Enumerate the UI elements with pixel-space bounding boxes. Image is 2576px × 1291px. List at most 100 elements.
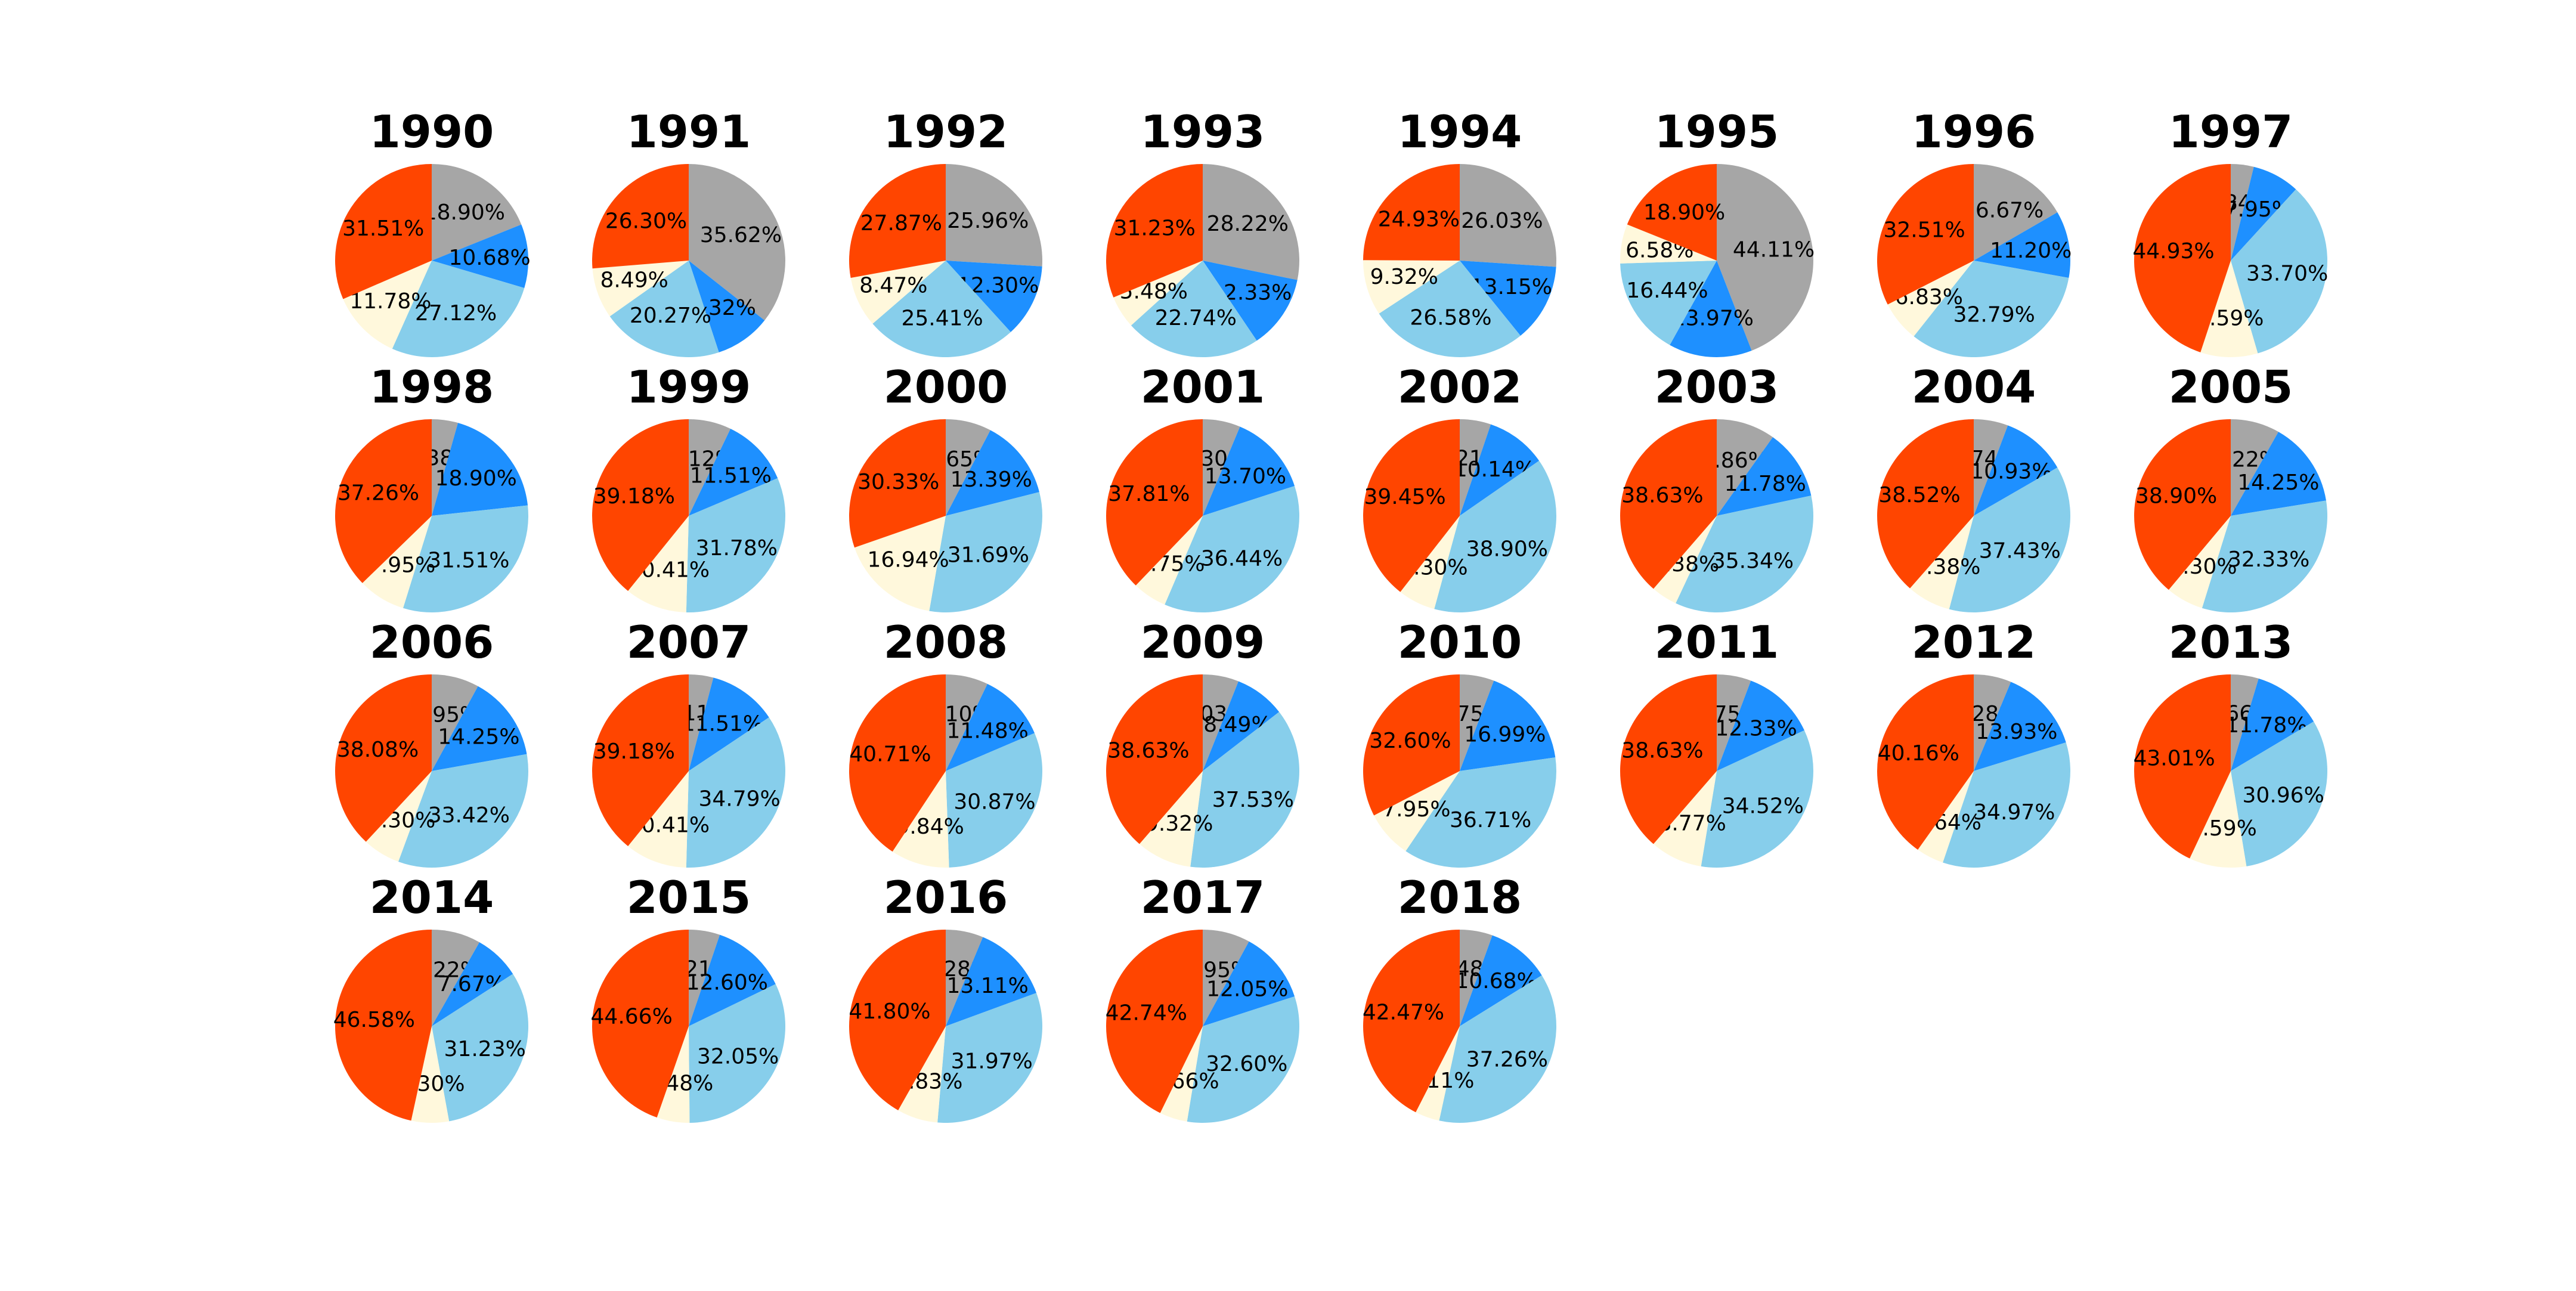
- wedge-percent-label: 13.93%: [1976, 720, 2057, 744]
- pie-wedge: [946, 930, 983, 1026]
- pie-wedge: [1914, 261, 2069, 357]
- pie-wedge: [1106, 164, 1203, 298]
- pie-1993: 28.22%12.33%22.74%5.48%31.23%1993: [1106, 106, 1300, 357]
- pie-title: 2008: [884, 616, 1008, 668]
- pie-wedge: [1887, 261, 1974, 336]
- pie-wedge: [1434, 460, 1557, 613]
- wedge-percent-label: 25.96%: [947, 209, 1029, 233]
- pie-wedge: [1620, 261, 1717, 345]
- pie-wedge: [1374, 771, 1460, 852]
- pie-wedge: [1974, 425, 2058, 516]
- pie-1998: 4.38%18.90%31.51%7.95%37.26%1998: [335, 361, 528, 612]
- pie-wedge: [946, 261, 1042, 332]
- wedge-percent-label: 37.26%: [338, 481, 419, 506]
- pie-wedge: [362, 516, 432, 608]
- pie-wedge: [1106, 674, 1203, 844]
- pie-1991: 35.62%9.32%20.27%8.49%26.30%1991: [592, 106, 785, 357]
- pie-wedge: [689, 164, 785, 321]
- pie-2005: 8.22%14.25%32.33%6.30%38.90%2005: [2134, 361, 2328, 613]
- pie-wedge: [366, 771, 432, 862]
- pie-2006: 7.95%14.25%33.42%6.30%38.08%2006: [335, 616, 528, 868]
- pie-wedge: [592, 674, 689, 846]
- pie-title: 2017: [1141, 871, 1265, 924]
- pie-wedge: [343, 261, 432, 349]
- wedge-percent-label: 26.58%: [1410, 306, 1491, 330]
- wedge-percent-label: 14.25%: [2237, 470, 2319, 495]
- wedge-percent-label: 30.33%: [857, 470, 939, 494]
- pie-wedge: [335, 674, 432, 842]
- pie-title: 2002: [1398, 361, 1522, 413]
- wedge-percent-label: 32.33%: [2228, 547, 2309, 572]
- wedge-percent-label: 38.90%: [2135, 484, 2217, 508]
- wedge-percent-label: 11.51%: [690, 463, 772, 488]
- wedge-percent-label: 11.48%: [947, 719, 1029, 743]
- pie-title: 2010: [1398, 616, 1522, 668]
- pie-wedge: [1363, 930, 1460, 1113]
- pie-2004: 5.74%10.93%37.43%7.38%38.52%2004: [1877, 361, 2070, 612]
- pie-wedge: [946, 164, 1043, 267]
- pie-2001: 6.30%13.70%36.44%5.75%37.81%2001: [1106, 361, 1299, 613]
- pie-title: 2004: [1912, 361, 2036, 413]
- pie-wedge: [392, 261, 525, 357]
- pie-wedge: [946, 419, 990, 516]
- pie-wedge: [1653, 516, 1717, 603]
- wedge-percent-label: 38.63%: [1621, 484, 1703, 508]
- pie-wedge: [1943, 742, 2070, 868]
- pie-title: 2013: [2169, 616, 2293, 668]
- pie-wedge: [628, 771, 689, 868]
- wedge-percent-label: 30.87%: [953, 790, 1035, 815]
- pie-wedge: [1139, 771, 1203, 867]
- pie-2014: 8.22%7.67%31.23%6.30%46.58%2014: [333, 871, 529, 1123]
- pie-2000: 7.65%13.39%31.69%16.94%30.33%2000: [849, 361, 1042, 612]
- wedge-percent-label: 22.74%: [1155, 306, 1237, 330]
- pie-title: 1990: [370, 106, 494, 158]
- pie-wedge: [1460, 419, 1491, 516]
- pie-wedge: [689, 261, 765, 352]
- pie-wedge: [1460, 164, 1556, 267]
- pie-wedge: [689, 428, 778, 516]
- pie-title: 1996: [1912, 106, 2036, 158]
- pie-wedge: [1717, 680, 1804, 771]
- wedge-percent-label: 27.12%: [415, 301, 497, 326]
- wedge-percent-label: 33.70%: [2246, 262, 2328, 286]
- pie-wedge: [892, 771, 949, 868]
- pie-wedge: [1203, 674, 1239, 771]
- wedge-percent-label: 36.44%: [1201, 546, 1283, 571]
- pie-wedge: [398, 754, 528, 868]
- wedge-percent-label: 11.78%: [349, 289, 431, 314]
- wedge-percent-label: 44.11%: [1733, 238, 1815, 262]
- wedge-percent-label: 20.27%: [630, 304, 711, 328]
- wedge-percent-label: 32.60%: [1369, 729, 1451, 753]
- pie-1990: 18.90% 10.68% 27.12%11.78% 31.51% 1990: [335, 106, 531, 357]
- pie-title: 2003: [1655, 361, 1779, 413]
- pie-wedge: [1363, 419, 1460, 592]
- pie-wedge: [1363, 674, 1460, 816]
- wedge-percent-label: 41.80%: [849, 999, 930, 1024]
- pie-wedge: [1877, 419, 1974, 589]
- pie-wedge: [2231, 674, 2259, 771]
- pie-wedge: [850, 261, 946, 324]
- pie-2009: 6.03%8.49%37.53%9.32%38.63%2009: [1106, 616, 1300, 868]
- pie-wedge: [1974, 682, 2066, 771]
- pie-wedge: [432, 423, 528, 516]
- wedge-percent-label: 32.51%: [1883, 218, 1965, 243]
- pie-wedge: [432, 419, 459, 516]
- pie-wedge: [2231, 166, 2296, 261]
- wedge-percent-label: 16.94%: [867, 548, 949, 572]
- wedge-percent-label: 31.51%: [428, 549, 509, 573]
- pie-wedge: [849, 419, 946, 548]
- pie-wedge: [1203, 164, 1300, 280]
- wedge-percent-label: 43.01%: [2133, 746, 2215, 770]
- wedge-percent-label: 16.44%: [1626, 278, 1708, 303]
- pie-2015: 5.21%12.60%32.05%5.48%44.66%2015: [591, 871, 785, 1123]
- wedge-percent-label: 11.78%: [1724, 472, 1806, 496]
- pie-title: 2006: [370, 616, 494, 668]
- wedge-percent-label: 16.67%: [1962, 198, 2044, 222]
- pie-wedge: [1203, 930, 1249, 1026]
- pie-wedge: [411, 1026, 450, 1123]
- wedge-percent-label: 42.47%: [1363, 1001, 1444, 1025]
- wedge-percent-label: 36.71%: [1450, 808, 1531, 832]
- pie-wedge: [1363, 164, 1460, 261]
- pie-wedge: [1363, 260, 1460, 314]
